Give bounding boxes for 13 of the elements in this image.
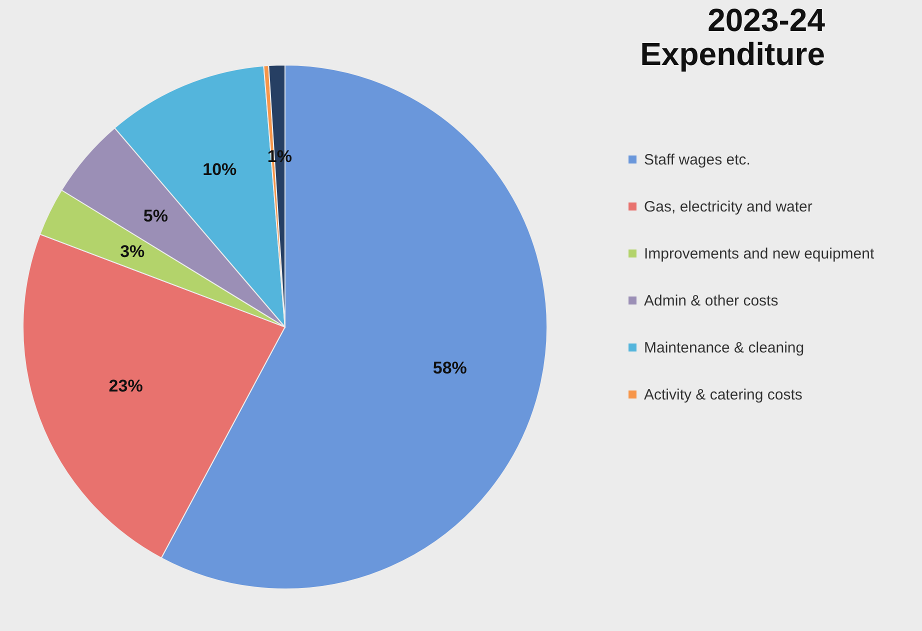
legend-label: Activity & catering costs xyxy=(644,386,802,404)
legend-label: Gas, electricity and water xyxy=(644,198,812,216)
legend-label: Staff wages etc. xyxy=(644,152,750,168)
chart-title: 2023-24 Expenditure xyxy=(640,2,826,72)
legend-label: Maintenance & cleaning xyxy=(644,340,804,356)
legend-label: Admin & other costs xyxy=(644,292,778,310)
data-label: 10% xyxy=(202,160,237,180)
legend-label: Improvements and new equipment xyxy=(644,246,875,262)
data-label: 58% xyxy=(432,358,467,378)
data-label: 5% xyxy=(143,206,168,226)
data-label: 1% xyxy=(267,147,292,166)
data-label: 3% xyxy=(120,242,145,262)
data-label: 23% xyxy=(108,376,143,396)
